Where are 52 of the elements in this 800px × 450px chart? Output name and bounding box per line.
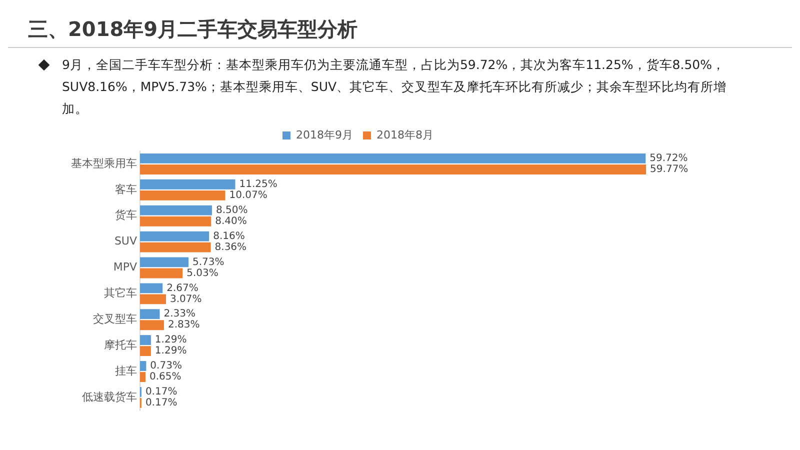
y-tick-label: 客车 [115, 182, 137, 196]
data-label: 0.17% [145, 398, 178, 409]
data-label: 1.29% [154, 334, 187, 346]
chart-title: 三、2018年9月二手车交易车型分析 [8, 8, 792, 48]
y-tick-label: 基本型乘用车 [71, 156, 137, 170]
bar [140, 335, 151, 345]
bar [140, 346, 151, 356]
y-tick-label: 挂车 [115, 364, 137, 378]
bar [140, 164, 646, 174]
bar [140, 231, 210, 242]
data-label: 2.83% [168, 320, 200, 331]
y-tick-label: 交叉型车 [93, 312, 137, 326]
data-label: 0.65% [150, 372, 182, 383]
y-tick-label: 摩托车 [104, 338, 137, 352]
bar [140, 257, 189, 268]
legend-label: 2018年9月 [296, 128, 354, 142]
data-label: 10.07% [229, 190, 268, 202]
data-label: 59.77% [650, 164, 688, 176]
bar [140, 294, 166, 304]
chart-subtitle: 9月，全国二手车车型分析：基本型乘用车仍为主要流通车型，占比为59.72%，其次为客车11.25%，货车8.50%，SUV8.16%，MPV5.73%；基本型乘用车、SUV、其它车、交叉型车及摩托车环比有所减少；其余车型环比均有所增加。 [62, 56, 728, 118]
data-label: 5.03% [186, 268, 218, 279]
bar [140, 268, 183, 278]
bar [140, 320, 164, 330]
legend-label: 2018年8月 [376, 128, 434, 142]
data-label: 8.36% [214, 242, 247, 253]
data-label: 8.50% [216, 204, 248, 216]
bar [140, 205, 212, 216]
data-label: 2.33% [164, 308, 196, 320]
bar [140, 283, 163, 294]
bar [140, 372, 146, 382]
data-label: 8.40% [215, 216, 247, 227]
data-label: 5.73% [192, 256, 224, 268]
data-label: 8.16% [213, 230, 245, 242]
y-tick-label: 货车 [115, 208, 137, 222]
bar [140, 190, 226, 200]
data-label: 3.07% [170, 294, 202, 305]
bar [140, 309, 160, 320]
bar [140, 361, 146, 371]
y-tick-label: SUV [114, 234, 138, 248]
data-label: 0.73% [150, 360, 182, 372]
bar [140, 216, 212, 226]
bar [140, 153, 646, 164]
bar [140, 242, 211, 252]
y-tick-label: 低速载货车 [82, 390, 137, 404]
data-label: 1.29% [154, 346, 187, 357]
data-label: 11.25% [239, 178, 278, 190]
data-label: 0.17% [145, 386, 178, 398]
data-label: 59.72% [650, 153, 688, 164]
data-label: 2.67% [166, 282, 198, 294]
y-tick-label: MPV [113, 260, 138, 274]
y-tick-label: 其它车 [104, 286, 137, 300]
bar [140, 179, 236, 190]
